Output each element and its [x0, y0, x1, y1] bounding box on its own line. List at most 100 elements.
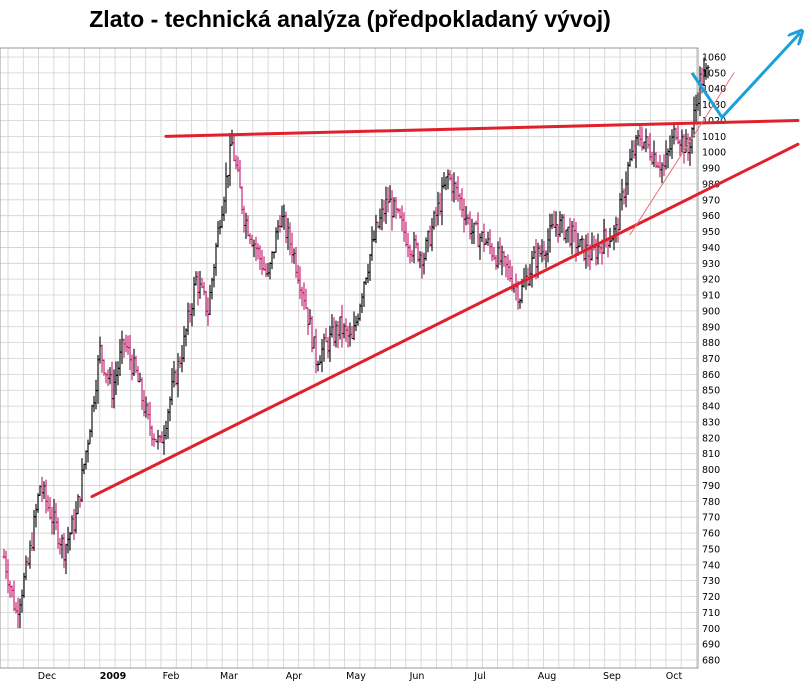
price-bar — [438, 192, 442, 216]
x-tick-label: Feb — [163, 671, 180, 682]
price-bar — [404, 221, 408, 247]
price-bar — [530, 251, 534, 288]
price-bar — [270, 251, 274, 270]
axis-layer: 680 690 700 710 720 730 740 750 760 770 780 790 800 8… — [38, 53, 726, 683]
price-bar — [356, 313, 360, 326]
price-bar — [278, 215, 282, 233]
price-bar — [64, 543, 68, 575]
y-tick-label: 710 — [702, 608, 720, 619]
price-bar — [430, 217, 434, 252]
price-bar — [260, 249, 264, 275]
price-bar — [292, 248, 296, 264]
price-bar — [442, 172, 446, 189]
y-tick-label: 930 — [702, 259, 720, 270]
price-bar — [164, 420, 168, 440]
price-bar — [118, 339, 122, 377]
y-tick-label: 910 — [702, 291, 720, 302]
y-tick-label: 730 — [702, 576, 720, 587]
price-bar — [668, 135, 672, 157]
price-bar — [346, 325, 350, 348]
price-bar — [18, 598, 22, 629]
x-tick-label: Apr — [286, 671, 303, 682]
price-bar — [304, 288, 308, 310]
price-bar — [542, 240, 546, 261]
price-bar — [642, 141, 646, 150]
y-tick-label: 820 — [702, 433, 720, 444]
price-bar — [94, 379, 98, 410]
price-bar — [36, 493, 40, 513]
price-bar — [662, 154, 666, 177]
price-bar — [194, 271, 198, 286]
price-bar — [32, 509, 36, 552]
price-bar — [110, 361, 114, 409]
price-bar — [320, 339, 324, 373]
price-bar — [86, 439, 90, 463]
price-bar — [302, 282, 306, 310]
price-bar — [62, 533, 66, 569]
price-bar — [664, 140, 668, 170]
price-bar — [426, 230, 430, 253]
price-bar — [566, 226, 570, 243]
y-tick-label: 690 — [702, 640, 720, 651]
price-bar — [48, 497, 52, 520]
price-bar — [98, 336, 102, 364]
price-bar — [676, 125, 680, 145]
price-bar — [474, 220, 478, 226]
price-bar — [210, 277, 214, 300]
price-bar — [122, 338, 126, 358]
price-bar — [546, 228, 550, 263]
price-bar — [166, 408, 170, 439]
x-tick-label: Aug — [538, 671, 557, 682]
price-bar — [380, 199, 384, 231]
price-bar — [368, 254, 372, 281]
y-tick-label: 700 — [702, 624, 720, 635]
price-bar — [562, 214, 566, 241]
price-bar — [334, 320, 338, 348]
price-bar — [90, 404, 94, 438]
price-bar — [444, 176, 448, 191]
price-bar — [10, 585, 14, 598]
price-bar — [306, 307, 310, 335]
price-bar — [246, 215, 250, 237]
trendline-thin_support — [629, 72, 735, 236]
y-tick-label: 970 — [702, 195, 720, 206]
price-bar — [228, 133, 232, 187]
price-bar — [30, 532, 34, 552]
chart-title: Zlato - technická analýza (předpokladaný… — [89, 6, 611, 32]
projection-arrow — [690, 33, 800, 120]
price-bar — [254, 236, 258, 262]
price-bar — [76, 494, 80, 515]
price-bar — [646, 136, 650, 149]
price-bar — [440, 177, 444, 226]
price-bar — [296, 264, 300, 284]
price-bar — [568, 217, 572, 248]
price-bar — [622, 188, 626, 205]
price-bar — [654, 152, 658, 168]
price-bar — [626, 161, 630, 195]
y-tick-label: 750 — [702, 544, 720, 555]
price-bar — [538, 244, 542, 257]
price-bar — [350, 325, 354, 340]
price-bar — [152, 433, 156, 447]
price-bar — [78, 496, 82, 508]
price-bar — [496, 241, 500, 269]
price-bar — [446, 169, 450, 190]
price-bar — [300, 286, 304, 307]
y-tick-label: 830 — [702, 417, 720, 428]
y-tick-label: 1010 — [702, 132, 726, 143]
grid-layer — [0, 47, 699, 669]
y-tick-label: 810 — [702, 449, 720, 460]
price-bar — [456, 176, 460, 202]
y-tick-label: 950 — [702, 227, 720, 238]
price-bar — [256, 243, 260, 260]
trendlines-layer — [90, 33, 800, 499]
price-bar — [502, 250, 506, 267]
y-tick-label: 1060 — [702, 53, 726, 64]
x-tick-label: Sep — [603, 671, 621, 682]
price-bar — [224, 162, 228, 214]
x-tick-label: Dec — [38, 671, 56, 682]
price-bar — [150, 425, 154, 447]
price-bar — [192, 276, 196, 317]
price-bar — [500, 245, 504, 276]
price-bar — [126, 335, 130, 355]
